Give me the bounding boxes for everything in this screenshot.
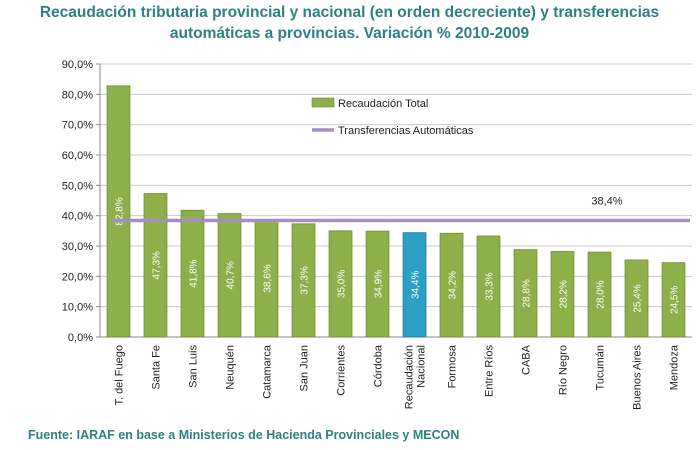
y-tick-label: 90,0%: [62, 59, 93, 71]
bar-value-label: 41,8%: [189, 259, 200, 287]
x-tick-label: Buenos Aires: [632, 345, 644, 410]
bar: [291, 223, 316, 338]
bar-value-label: 38,6%: [263, 264, 274, 292]
x-tick-label-line: Córdoba: [373, 344, 385, 387]
y-tick-label: 60,0%: [62, 150, 93, 162]
bar-value-label: 28,0%: [596, 280, 607, 308]
x-tick-label: Formosa: [447, 344, 459, 388]
y-tick-label: 70,0%: [62, 120, 93, 132]
bar-value-label: 34,2%: [448, 271, 459, 299]
reference-line-group: 38,4%: [112, 196, 690, 223]
x-tick-label: Corrientes: [336, 345, 348, 396]
chart-title-line2: automáticas a provincias. Variación % 20…: [169, 25, 530, 42]
bar: [106, 85, 131, 338]
bar-value-label: 35,0%: [337, 270, 348, 298]
y-tick-label: 30,0%: [62, 241, 93, 253]
y-tick-label: 50,0%: [62, 180, 93, 192]
bar: [328, 230, 353, 338]
x-tick-label: T. del Fuego: [114, 345, 126, 406]
bar-value-label: 24,5%: [670, 286, 681, 314]
x-tick-label: Santa Fe: [151, 345, 163, 390]
x-tick-label-line: CABA: [521, 344, 533, 375]
x-tick-label: San Luis: [188, 345, 200, 388]
legend: Recaudación Total Transferencias Automáti…: [311, 97, 474, 137]
x-axis-labels: T. del Fuego Santa Fe San Luis Neuquén Catam…: [114, 344, 681, 410]
y-tick-label: 20,0%: [62, 271, 93, 283]
x-tick-label: Tucumán: [595, 345, 607, 390]
x-tick-label-line: Mendoza: [669, 344, 681, 390]
y-tick-label: 80,0%: [62, 89, 93, 101]
bar-value-label: 25,4%: [633, 284, 644, 312]
bar-value-label: 82,8%: [115, 197, 126, 225]
bar-value-label: 33,3%: [485, 272, 496, 300]
x-tick-label: CABA: [521, 344, 533, 375]
x-tick-label: Entre Ríos: [484, 345, 496, 397]
x-tick-label-line: Corrientes: [336, 345, 348, 396]
x-tick-label-line: Neuquén: [225, 345, 237, 390]
bar: [439, 232, 464, 338]
bar-value-label: 34,4%: [411, 271, 422, 299]
legend-label-line: Transferencias Automáticas: [338, 125, 474, 137]
x-tick-label-line: Entre Ríos: [484, 345, 496, 397]
x-tick-label: Mendoza: [669, 344, 681, 390]
x-tick-label-line: T. del Fuego: [114, 345, 126, 406]
source-note: Fuente: IARAF en base a Ministerios de H…: [28, 428, 460, 442]
bar: [624, 259, 649, 338]
x-tick-label-line: Catamarca: [262, 344, 274, 399]
x-tick-label-line: Buenos Aires: [632, 345, 644, 410]
bar: [365, 230, 390, 338]
x-tick-label-line: Formosa: [447, 344, 459, 388]
x-tick-label: Neuquén: [225, 345, 237, 390]
bar: [402, 232, 427, 338]
x-tick-label-line: Tucumán: [595, 345, 607, 390]
x-tick-label: Córdoba: [373, 344, 385, 387]
y-tick-label: 0,0%: [68, 332, 93, 344]
bar: [217, 213, 242, 338]
x-tick-label: San Juan: [299, 345, 311, 391]
x-tick-label-line: San Luis: [188, 345, 200, 388]
bar: [513, 249, 538, 338]
bar-value-label: 28,8%: [522, 279, 533, 307]
x-tick-label-line: San Juan: [299, 345, 311, 391]
x-tick-label-line: Nacional: [416, 345, 428, 388]
y-tick-label: 10,0%: [62, 302, 93, 314]
bar-value-label: 34,9%: [374, 270, 385, 298]
x-tick-label: Río Negro: [558, 345, 570, 395]
bar: [587, 251, 612, 338]
chart-title: Recaudación tributaria provincial y naci…: [0, 2, 699, 44]
x-tick-label: Recaudación Nacional: [404, 345, 428, 409]
bar: [180, 209, 205, 338]
legend-label-bars: Recaudación Total: [338, 98, 428, 110]
bars: 82,8% 47,3% 41,8% 40,7% 38,6% 37,3% 35,0% 34,9%…: [106, 85, 686, 338]
bar: [476, 235, 501, 338]
reference-line-label: 38,4%: [591, 196, 622, 208]
bar-value-label: 40,7%: [226, 261, 237, 289]
bar-value-label: 28,2%: [559, 280, 570, 308]
x-tick-label-line: Río Negro: [558, 345, 570, 395]
bar-value-label: 47,3%: [152, 251, 163, 279]
x-tick-label-line: Santa Fe: [151, 345, 163, 390]
bar-value-label: 37,3%: [300, 266, 311, 294]
y-tick-label: 40,0%: [62, 211, 93, 223]
x-tick-label-line: Recaudación: [404, 345, 416, 409]
x-tick-label: Catamarca: [262, 344, 274, 399]
legend-swatch-bar: [311, 97, 335, 108]
bar: [661, 262, 686, 338]
bar: [143, 193, 168, 338]
bar: [550, 251, 575, 338]
chart-title-line1: Recaudación tributaria provincial y naci…: [39, 4, 660, 21]
